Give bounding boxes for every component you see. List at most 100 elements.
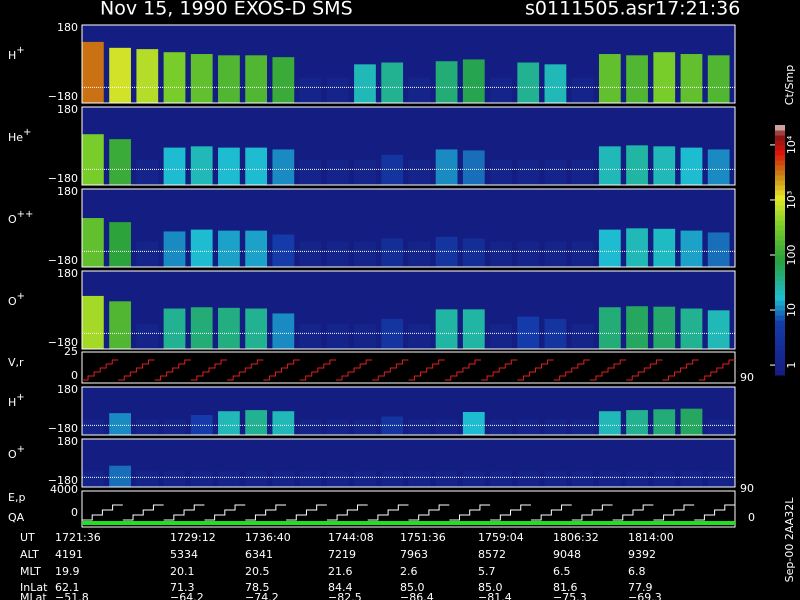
vr-bottom: 0 bbox=[71, 369, 78, 382]
colorbar-label: Ct/Smp bbox=[783, 65, 796, 105]
spectrogram-cell bbox=[435, 236, 458, 267]
colorbar-cell bbox=[775, 220, 785, 226]
colorbar-cell bbox=[775, 195, 785, 201]
spectrogram-cell bbox=[326, 419, 349, 435]
spectrogram-cell bbox=[190, 146, 213, 185]
table-cell: 9048 bbox=[553, 548, 581, 561]
spectrogram-cell bbox=[82, 295, 104, 349]
spectrogram-cell bbox=[598, 307, 621, 349]
label-sup: + bbox=[16, 392, 24, 403]
colorbar-cell bbox=[775, 240, 785, 246]
table-cell: 6.8 bbox=[628, 565, 646, 578]
y-top-label: 180 bbox=[57, 21, 78, 34]
spectrogram-cell bbox=[109, 413, 131, 435]
spectrogram-cell bbox=[190, 54, 213, 103]
spectrogram-cell bbox=[245, 230, 268, 267]
spectrogram-cell bbox=[408, 241, 431, 267]
table-cell: 20.5 bbox=[245, 565, 270, 578]
colorbar-cell bbox=[775, 330, 785, 336]
spectrogram-cell bbox=[299, 159, 322, 185]
spectrogram-cell bbox=[680, 230, 703, 267]
row-label: InLat bbox=[20, 581, 48, 594]
title: Nov 15, 1990 EXOS-D SMS bbox=[100, 0, 353, 20]
spectrogram-cell bbox=[490, 419, 512, 435]
colorbar-cell bbox=[775, 235, 785, 241]
spectrogram-cell bbox=[544, 159, 567, 185]
spectrogram-cell bbox=[218, 411, 240, 435]
colorbar-cell bbox=[775, 230, 785, 236]
qa-label: QA bbox=[8, 511, 25, 524]
spectrogram-cell bbox=[381, 154, 404, 185]
spectrogram-cell bbox=[299, 241, 322, 267]
spectrogram-cell bbox=[544, 241, 567, 267]
spectrogram-cell bbox=[354, 159, 376, 185]
spectrogram-cell bbox=[163, 52, 186, 103]
table-cell: 78.5 bbox=[245, 581, 270, 594]
y-top-label: 180 bbox=[57, 103, 78, 116]
table-cell: 7963 bbox=[400, 548, 428, 561]
colorbar-cell bbox=[775, 160, 785, 166]
table-cell: 8572 bbox=[478, 548, 506, 561]
colorbar-cell bbox=[775, 200, 785, 206]
colorbar-cell bbox=[775, 225, 785, 231]
table-cell: 1744:08 bbox=[328, 531, 374, 544]
colorbar-cell bbox=[775, 280, 785, 286]
ep-right-bottom: 0 bbox=[748, 511, 755, 524]
table-cell: 5.7 bbox=[478, 565, 496, 578]
label-text: O bbox=[8, 213, 17, 226]
colorbar-cell bbox=[775, 265, 785, 271]
label-text: He bbox=[8, 131, 23, 144]
spectrogram-cell bbox=[707, 310, 730, 349]
spectrogram-cell bbox=[707, 149, 730, 185]
table-cell: 1751:36 bbox=[400, 531, 446, 544]
spectrogram-cell bbox=[408, 471, 431, 487]
spectrogram-cell bbox=[408, 77, 431, 103]
spectrogram-cell bbox=[136, 49, 159, 103]
table-cell: −69.3 bbox=[628, 591, 662, 600]
spectrogram-cell bbox=[598, 146, 621, 185]
table-cell: 77.9 bbox=[628, 581, 653, 594]
spectrogram-cell bbox=[707, 471, 730, 487]
ep-trace bbox=[82, 504, 735, 521]
spectrogram-cell bbox=[272, 313, 295, 349]
table-cell: 85.0 bbox=[478, 581, 503, 594]
spectrogram-cell bbox=[544, 64, 567, 103]
panel-label: O+ bbox=[8, 291, 25, 308]
spectrogram-cell bbox=[626, 410, 648, 435]
spectrogram-cell bbox=[517, 241, 540, 267]
spectrogram-cell bbox=[571, 471, 594, 487]
spectrogram-cell bbox=[109, 465, 131, 487]
colorbar-cell bbox=[775, 180, 785, 186]
y-top-label: 180 bbox=[57, 435, 78, 448]
table-cell: 71.3 bbox=[170, 581, 195, 594]
spectrogram-cell bbox=[299, 77, 322, 103]
table-cell: 9392 bbox=[628, 548, 656, 561]
table-cell: 81.6 bbox=[553, 581, 578, 594]
spectrogram-cell bbox=[435, 309, 458, 349]
spectrogram-cell bbox=[299, 419, 322, 435]
spectrogram-cell bbox=[190, 471, 213, 487]
spectrogram-cell bbox=[707, 232, 730, 267]
vr-top: 25 bbox=[64, 345, 78, 358]
spectrogram-cell bbox=[408, 323, 431, 349]
colorbar-cell bbox=[775, 340, 785, 346]
table-cell: 21.6 bbox=[328, 565, 353, 578]
colorbar-cell bbox=[775, 205, 785, 211]
spectrogram-cell bbox=[408, 419, 431, 435]
spectrogram-cell bbox=[272, 57, 295, 103]
colorbar-cell bbox=[775, 165, 785, 171]
label-sup: + bbox=[16, 45, 24, 56]
y-top-label: 180 bbox=[57, 383, 78, 396]
row-label: MLat bbox=[20, 591, 47, 600]
colorbar-cell bbox=[775, 315, 785, 321]
spectrogram-cell bbox=[326, 471, 349, 487]
spectrogram-cell bbox=[245, 410, 268, 435]
spectrogram-cell bbox=[653, 306, 676, 349]
spectrogram-cell bbox=[218, 55, 240, 103]
spectrogram-cell bbox=[653, 228, 676, 267]
table-cell: 1759:04 bbox=[478, 531, 524, 544]
spectrogram-cell bbox=[571, 419, 594, 435]
colorbar-cell bbox=[775, 260, 785, 266]
panel-label: O++ bbox=[8, 209, 33, 226]
time: 17:21:36 bbox=[655, 0, 740, 20]
